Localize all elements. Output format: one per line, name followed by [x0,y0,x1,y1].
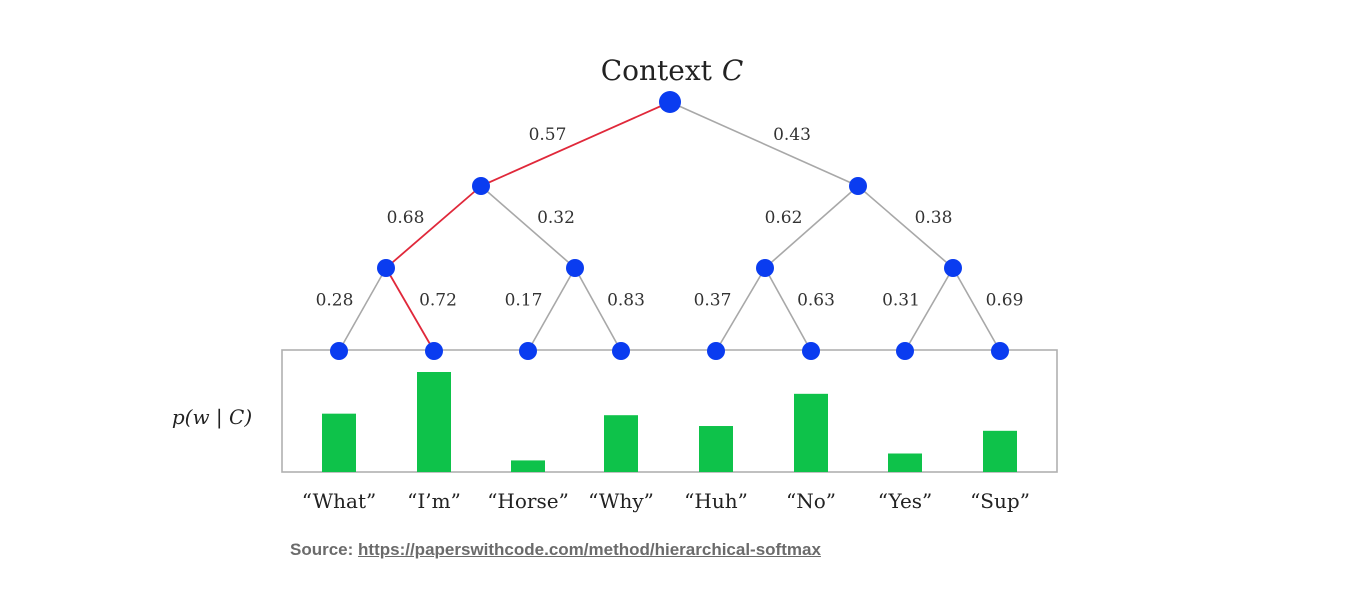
diagram-title: Context C [601,54,744,87]
tree-edge [480,185,576,269]
leaf-node [707,342,725,360]
y-axis-label: p(w | C) [172,405,252,430]
title-symbol: C [722,54,743,87]
leaf-node [991,342,1009,360]
word-label: “Yes” [878,489,933,513]
tree-edge [338,267,387,352]
branch-probability: 0.43 [773,125,811,145]
probability-bar [699,426,733,472]
branch-probability: 0.83 [607,291,645,311]
word-label: “Huh” [684,489,748,513]
branch-probability: 0.31 [882,291,920,311]
hierarchical-softmax-diagram: “What” “I’m” “Horse” “Why” “Huh” “No” “Yes” “Su… [172,54,1058,513]
probability-bar [604,415,638,472]
word-label: “What” [302,489,376,513]
branch-probability: 0.63 [797,291,835,311]
highlighted-edge [385,185,482,269]
branch-probability: 0.57 [529,125,567,145]
tree-edge [857,185,954,269]
leaf-node [330,342,348,360]
probability-bar [417,372,451,472]
leaf-node [802,342,820,360]
leaf-node [425,342,443,360]
tree-edge [527,267,576,352]
tree-node [377,259,395,277]
leaf-node [612,342,630,360]
tree-node [472,177,490,195]
tree-node [849,177,867,195]
tree-edge [764,185,859,269]
probability-bar [794,393,828,472]
probability-bar [888,453,922,472]
probability-bar [322,413,356,472]
tree-edge [715,267,766,352]
source-caption: Source: https://paperswithcode.com/metho… [290,540,821,560]
tree-edge [904,267,954,352]
branch-probability: 0.38 [915,208,953,228]
branch-probability: 0.72 [419,291,457,311]
tree-edge [952,267,1001,352]
highlighted-edge [480,101,671,187]
distribution-frame [281,349,1058,473]
branch-probability: 0.17 [505,291,543,311]
tree-edge [669,101,859,187]
tree-node [566,259,584,277]
branch-probability: 0.62 [765,208,803,228]
tree-node [756,259,774,277]
word-label: “I’m” [407,489,461,513]
branch-probability: 0.37 [694,291,732,311]
tree-node [944,259,962,277]
tree-edge [574,267,622,352]
tree-edge [764,267,812,352]
word-label: “Why” [588,489,654,513]
source-label: Source: [290,540,354,559]
probability-bar [511,460,545,472]
leaf-node [519,342,537,360]
word-label: “Sup” [970,489,1030,513]
branch-probability: 0.69 [986,291,1024,311]
branch-probability: 0.32 [537,208,575,228]
source-link[interactable]: https://paperswithcode.com/method/hierar… [358,540,821,559]
highlighted-edge [385,267,435,352]
probability-bar [983,430,1017,472]
leaf-node [896,342,914,360]
root-node [659,91,681,113]
branch-probability: 0.68 [387,208,425,228]
title-word: Context [601,54,713,87]
word-label: “No” [786,489,836,513]
word-label: “Horse” [487,489,569,513]
branch-probability: 0.28 [316,291,354,311]
